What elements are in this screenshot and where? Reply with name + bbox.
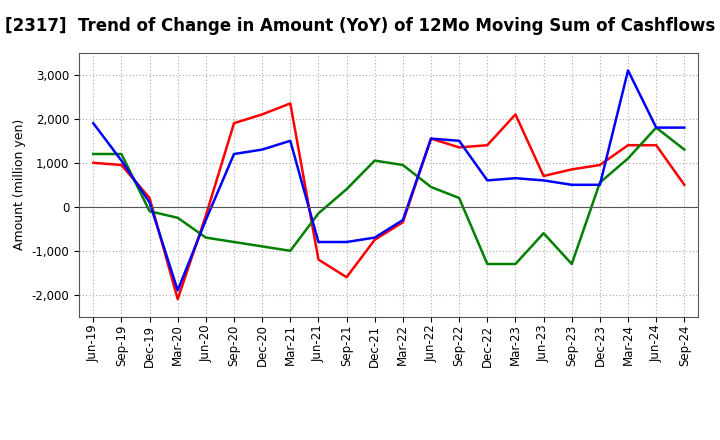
- Free Cashflow: [258, 147, 266, 152]
- Investing Cashflow: [624, 156, 632, 161]
- Investing Cashflow: [117, 151, 126, 157]
- Operating Cashflow: [427, 136, 436, 141]
- Free Cashflow: [511, 176, 520, 181]
- Free Cashflow: [174, 288, 182, 293]
- Free Cashflow: [483, 178, 492, 183]
- Free Cashflow: [539, 178, 548, 183]
- Operating Cashflow: [202, 213, 210, 218]
- Operating Cashflow: [511, 112, 520, 117]
- Free Cashflow: [230, 151, 238, 157]
- Operating Cashflow: [652, 143, 660, 148]
- Operating Cashflow: [258, 112, 266, 117]
- Operating Cashflow: [399, 220, 408, 225]
- Operating Cashflow: [117, 162, 126, 168]
- Operating Cashflow: [314, 257, 323, 262]
- Free Cashflow: [314, 239, 323, 245]
- Free Cashflow: [567, 182, 576, 187]
- Operating Cashflow: [595, 162, 604, 168]
- Line: Operating Cashflow: Operating Cashflow: [94, 103, 684, 299]
- Operating Cashflow: [370, 237, 379, 242]
- Operating Cashflow: [174, 297, 182, 302]
- Investing Cashflow: [652, 125, 660, 130]
- Investing Cashflow: [342, 187, 351, 192]
- Investing Cashflow: [399, 162, 408, 168]
- Free Cashflow: [427, 136, 436, 141]
- Investing Cashflow: [89, 151, 98, 157]
- Operating Cashflow: [230, 121, 238, 126]
- Operating Cashflow: [145, 195, 154, 201]
- Investing Cashflow: [314, 211, 323, 216]
- Investing Cashflow: [483, 261, 492, 267]
- Free Cashflow: [370, 235, 379, 240]
- Free Cashflow: [595, 182, 604, 187]
- Operating Cashflow: [539, 173, 548, 179]
- Operating Cashflow: [483, 143, 492, 148]
- Investing Cashflow: [202, 235, 210, 240]
- Operating Cashflow: [624, 143, 632, 148]
- Free Cashflow: [117, 158, 126, 163]
- Investing Cashflow: [539, 231, 548, 236]
- Investing Cashflow: [680, 147, 688, 152]
- Operating Cashflow: [455, 145, 464, 150]
- Investing Cashflow: [145, 209, 154, 214]
- Free Cashflow: [455, 138, 464, 143]
- Investing Cashflow: [258, 244, 266, 249]
- Y-axis label: Amount (million yen): Amount (million yen): [13, 119, 26, 250]
- Investing Cashflow: [567, 261, 576, 267]
- Operating Cashflow: [89, 160, 98, 165]
- Line: Free Cashflow: Free Cashflow: [94, 70, 684, 290]
- Investing Cashflow: [455, 195, 464, 201]
- Text: [2317]  Trend of Change in Amount (YoY) of 12Mo Moving Sum of Cashflows: [2317] Trend of Change in Amount (YoY) o…: [5, 18, 715, 35]
- Investing Cashflow: [595, 180, 604, 185]
- Free Cashflow: [680, 125, 688, 130]
- Free Cashflow: [342, 239, 351, 245]
- Investing Cashflow: [370, 158, 379, 163]
- Free Cashflow: [399, 217, 408, 223]
- Free Cashflow: [286, 138, 294, 143]
- Investing Cashflow: [174, 215, 182, 220]
- Free Cashflow: [89, 121, 98, 126]
- Operating Cashflow: [680, 182, 688, 187]
- Operating Cashflow: [286, 101, 294, 106]
- Free Cashflow: [202, 217, 210, 223]
- Investing Cashflow: [511, 261, 520, 267]
- Operating Cashflow: [567, 167, 576, 172]
- Investing Cashflow: [427, 184, 436, 190]
- Free Cashflow: [652, 125, 660, 130]
- Free Cashflow: [145, 200, 154, 205]
- Investing Cashflow: [286, 248, 294, 253]
- Free Cashflow: [624, 68, 632, 73]
- Line: Investing Cashflow: Investing Cashflow: [94, 128, 684, 264]
- Investing Cashflow: [230, 239, 238, 245]
- Operating Cashflow: [342, 275, 351, 280]
